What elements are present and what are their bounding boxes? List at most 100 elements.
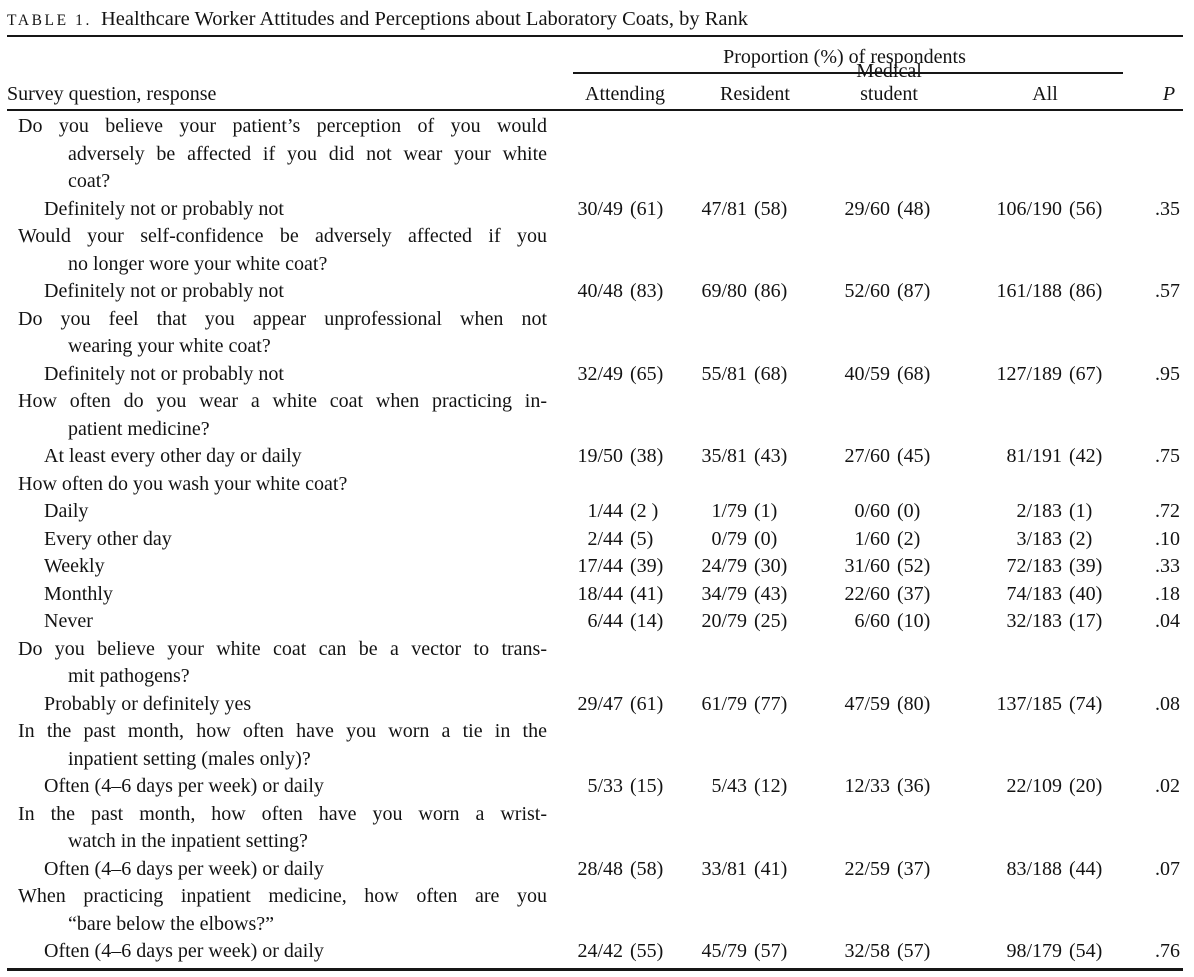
fraction-value: 22/60 — [844, 582, 890, 605]
column-group-divider — [573, 72, 1123, 74]
table-row: Definitely not or probably not 32/49 (65) 5… — [7, 361, 1183, 389]
question-line: How often do you wash your white coat? — [18, 472, 348, 495]
fraction-value: 69/80 — [701, 280, 747, 302]
percent-value: (36) — [897, 775, 931, 797]
fraction-value: 12/33 — [844, 775, 890, 797]
percent-value: (43) — [754, 445, 788, 467]
percent-value: (48) — [897, 197, 931, 220]
cell-all: 81/191 (42) — [938, 443, 1126, 471]
question-line: adversely be affected if you did not wea… — [68, 142, 547, 165]
question-line: How often do you wear a white coat when … — [18, 390, 547, 412]
fraction-value: 72/183 — [1006, 555, 1062, 577]
fraction-value: 161/188 — [996, 280, 1062, 302]
percent-value: (67) — [1069, 362, 1103, 385]
cell-attending: 29/47 (61) — [563, 691, 676, 719]
cell-p-value: .75 — [1155, 445, 1180, 467]
fraction-value: 106/190 — [996, 197, 1062, 220]
cell-attending: 32/49 (65) — [563, 361, 676, 389]
percent-value: (41) — [630, 582, 664, 605]
percent-value: (39) — [1069, 555, 1103, 577]
table-row: Often (4–6 days per week) or daily 28/48 (… — [7, 856, 1183, 884]
cell-p-value: .08 — [1155, 692, 1180, 715]
question-line: “bare below the elbows?” — [68, 912, 275, 935]
percent-value: (37) — [897, 857, 931, 880]
fraction-value: 30/49 — [577, 197, 623, 220]
cell-resident: 33/81 (41) — [676, 856, 798, 884]
cell-resident: 24/79 (30) — [676, 553, 798, 581]
fraction-value: 40/59 — [844, 362, 890, 385]
cell-medical-student: 47/59 (80) — [798, 691, 938, 719]
question-line: no longer wore your white coat? — [68, 252, 328, 275]
fraction-value: 61/79 — [701, 692, 747, 715]
fraction-value: 20/79 — [701, 610, 747, 632]
col-header-attending: Attending — [585, 83, 665, 105]
percent-value: (45) — [897, 445, 931, 467]
fraction-value: 27/60 — [844, 445, 890, 467]
cell-medical-student: 52/60 (87) — [798, 278, 938, 306]
cell-resident: 5/43 (12) — [676, 773, 798, 801]
fraction-value: 35/81 — [701, 445, 747, 467]
cell-resident: 47/81 (58) — [676, 196, 798, 224]
cell-p-value: .10 — [1155, 527, 1180, 550]
table-row: Never 6/44 (14) 20/79 (25) 6/60 (10) 32/183 (17)… — [7, 608, 1183, 636]
response-label: Probably or definitely yes — [44, 692, 252, 715]
percent-value: (2 ) — [630, 500, 659, 522]
cell-medical-student: 12/33 (36) — [798, 773, 938, 801]
fraction-value: 29/60 — [844, 197, 890, 220]
fraction-value: 81/191 — [1006, 445, 1062, 467]
fraction-value: 32/58 — [844, 940, 890, 962]
cell-resident: 35/81 (43) — [676, 443, 798, 471]
fraction-value: 5/33 — [587, 775, 623, 797]
cell-all: 127/189 (67) — [938, 361, 1126, 389]
divider-header — [7, 109, 1183, 111]
percent-value: (0) — [897, 500, 921, 522]
percent-value: (80) — [897, 692, 931, 715]
cell-all: 3/183 (2) — [938, 526, 1126, 554]
fraction-value: 55/81 — [701, 362, 747, 385]
percent-value: (83) — [630, 280, 664, 302]
response-label: Often (4–6 days per week) or daily — [44, 775, 324, 797]
cell-medical-student: 40/59 (68) — [798, 361, 938, 389]
table-row: Probably or definitely yes 29/47 (61) 61/79… — [7, 691, 1183, 719]
cell-attending: 1/44 (2 ) — [563, 498, 676, 526]
table-row: Every other day 2/44 (5) 0/79 (0) 1/60 (2) 3/18… — [7, 526, 1183, 554]
question-line: When practicing inpatient medicine, how … — [18, 885, 547, 907]
cell-p-value: .04 — [1155, 610, 1180, 632]
response-label: Often (4–6 days per week) or daily — [44, 940, 324, 962]
fraction-value: 45/79 — [701, 940, 747, 962]
percent-value: (14) — [630, 610, 664, 632]
cell-medical-student: 22/60 (37) — [798, 581, 938, 609]
table-caption: TABLE 1. Healthcare Worker Attitudes and … — [7, 7, 1183, 32]
response-label: Every other day — [44, 527, 172, 550]
fraction-value: 47/81 — [701, 197, 747, 220]
fraction-value: 33/81 — [701, 857, 747, 880]
percent-value: (2) — [897, 527, 921, 550]
percent-value: (54) — [1069, 940, 1103, 962]
percent-value: (65) — [630, 362, 664, 385]
percent-value: (12) — [754, 775, 788, 797]
table-body: Do you believe your patient’s perception… — [7, 113, 1183, 966]
cell-medical-student: 1/60 (2) — [798, 526, 938, 554]
cell-all: 106/190 (56) — [938, 196, 1126, 224]
fraction-value: 17/44 — [577, 555, 623, 577]
cell-attending: 5/33 (15) — [563, 773, 676, 801]
cell-p-value: .07 — [1155, 857, 1180, 880]
percent-value: (40) — [1069, 582, 1103, 605]
table-number-label: TABLE 1. — [7, 12, 92, 29]
cell-p-value: .35 — [1155, 197, 1180, 220]
fraction-value: 1/79 — [711, 500, 747, 522]
fraction-value: 2/44 — [587, 527, 623, 550]
fraction-value: 18/44 — [577, 582, 623, 605]
question-line: Do you feel that you appear unprofession… — [18, 307, 547, 330]
divider-bottom — [7, 967, 1183, 971]
cell-all: 83/188 (44) — [938, 856, 1126, 884]
fraction-value: 127/189 — [996, 362, 1062, 385]
percent-value: (2) — [1069, 527, 1093, 550]
fraction-value: 6/44 — [587, 610, 623, 632]
response-label: Weekly — [44, 555, 105, 577]
percent-value: (77) — [754, 692, 788, 715]
question-line: Do you believe your white coat can be a … — [18, 637, 547, 660]
question-line: inpatient setting (males only)? — [68, 747, 311, 770]
table-row: Often (4–6 days per week) or daily 24/42 (… — [7, 938, 1183, 966]
